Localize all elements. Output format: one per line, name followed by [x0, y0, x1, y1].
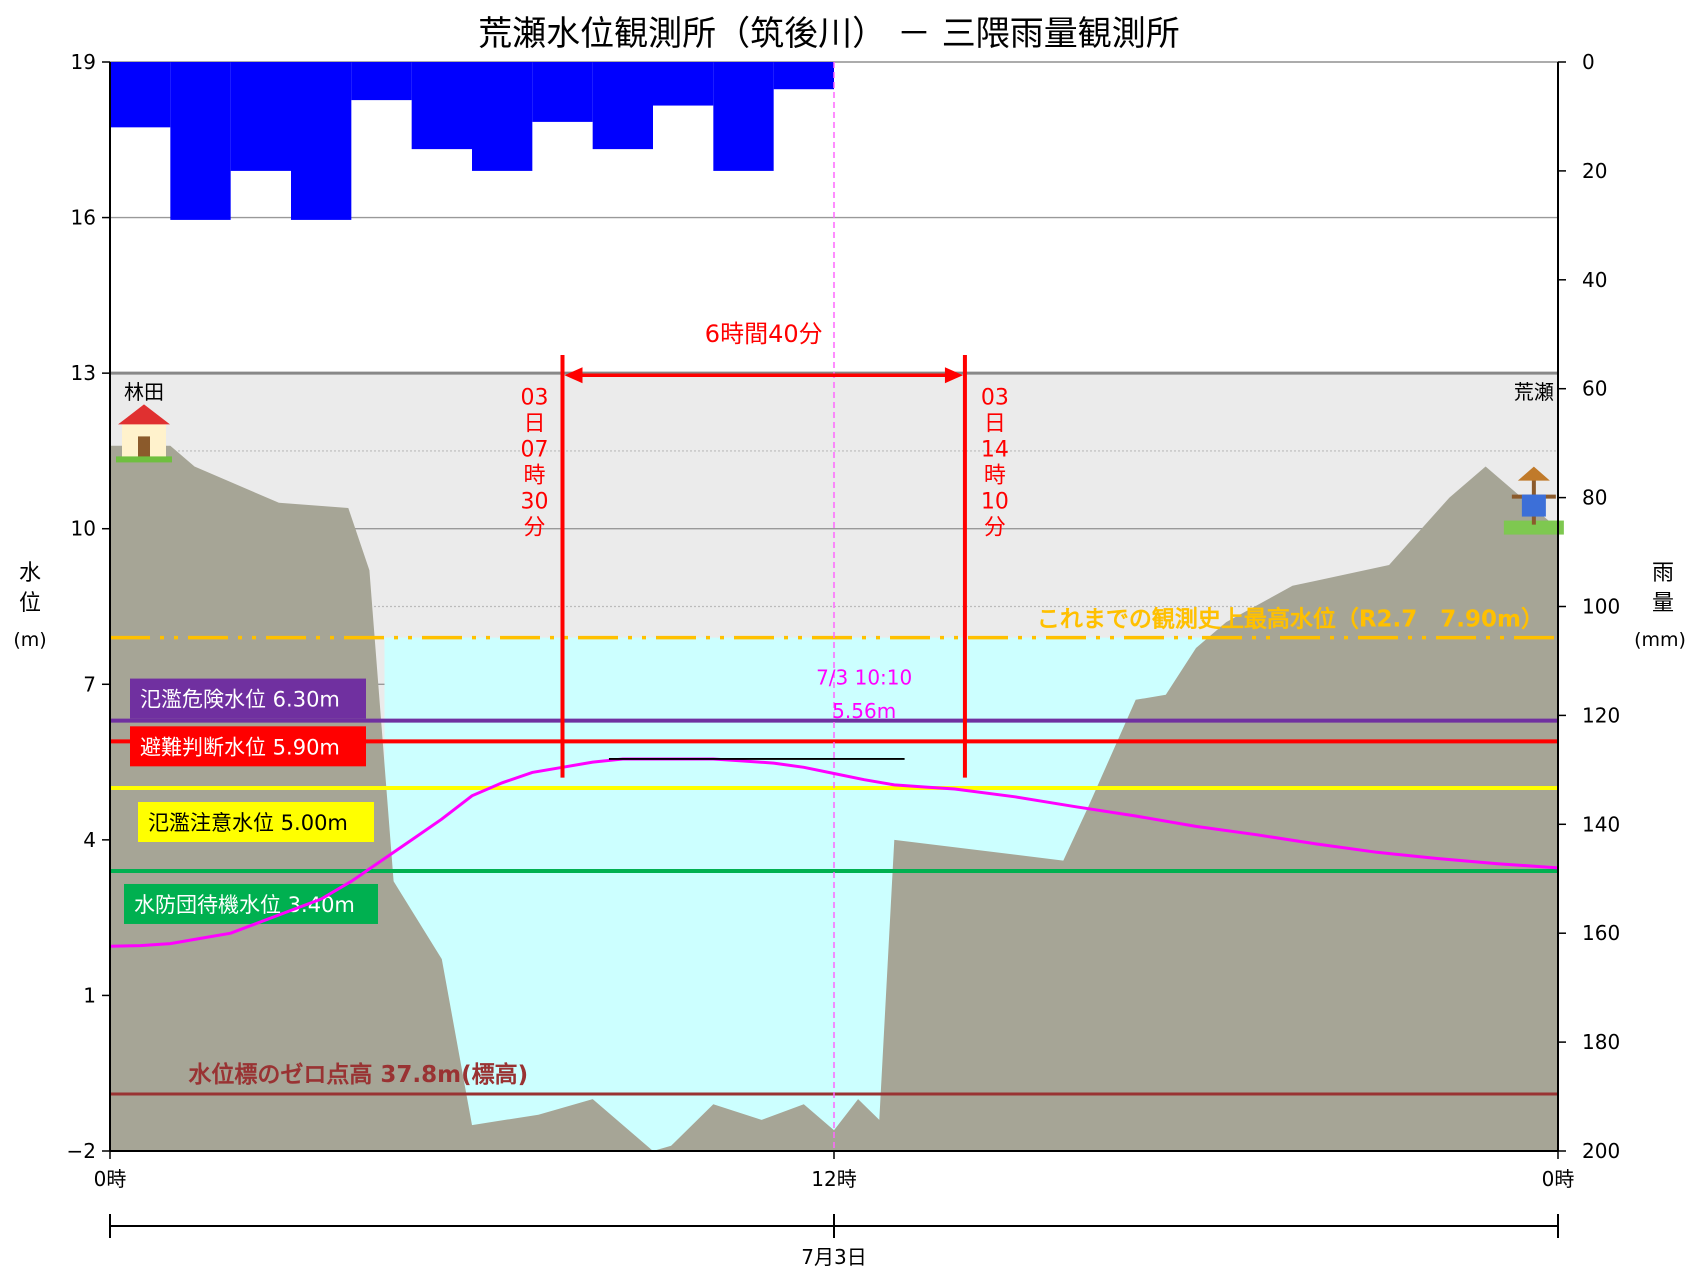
left-axis-unit: (m)	[13, 629, 46, 651]
left-tick-label: 16	[71, 206, 96, 230]
left-tick-label: 1	[83, 983, 96, 1007]
left-tick-label: 13	[71, 361, 96, 385]
left-axis-label: 位	[19, 591, 41, 616]
rainfall-bar	[291, 62, 352, 220]
duration-start-text: 03	[521, 385, 549, 410]
duration-label: 6時間40分	[705, 320, 823, 348]
rainfall-bar	[713, 62, 774, 171]
threshold-label-text: 水防団待機水位 3.40m	[134, 893, 355, 917]
right-tick-label: 60	[1582, 377, 1607, 401]
duration-end-text: 分	[984, 515, 1006, 540]
right-tick-label: 20	[1582, 159, 1607, 183]
date-label: 7月3日	[801, 1245, 866, 1269]
duration-start-text: 時	[523, 463, 545, 488]
right-tick-label: 160	[1582, 921, 1620, 945]
rainfall-bar	[653, 62, 714, 106]
scarecrow-icon	[1503, 466, 1564, 535]
duration-start-text: 分	[523, 515, 545, 540]
duration-end-text: 日	[984, 411, 1006, 436]
right-axis-label: 雨	[1652, 561, 1674, 586]
left-axis-label: 水	[19, 561, 41, 586]
bank-label-right: 荒瀬	[1514, 380, 1554, 404]
duration-start-text: 日	[523, 411, 545, 436]
right-axis-label: 量	[1652, 591, 1674, 616]
duration-end-text: 時	[984, 463, 1006, 488]
scarecrow-hat	[1517, 466, 1550, 481]
threshold-label: 水防団待機水位 3.40m	[124, 883, 378, 924]
left-tick-label: −2	[67, 1139, 96, 1163]
right-tick-label: 140	[1582, 812, 1620, 836]
x-tick-label: 0時	[1542, 1167, 1575, 1191]
house-roof	[118, 404, 170, 425]
rainfall-bar	[773, 62, 834, 90]
left-tick-label: 19	[71, 50, 96, 74]
rainfall-bar	[351, 62, 412, 101]
threshold-label-box	[138, 802, 374, 842]
right-tick-label: 100	[1582, 595, 1620, 619]
left-tick-label: 10	[71, 517, 96, 541]
threshold-label-text: 氾濫危険水位 6.30m	[140, 688, 340, 712]
duration-start-text: 07	[521, 437, 549, 462]
threshold-label: 氾濫危険水位 6.30m	[130, 678, 366, 719]
duration-end-text: 10	[981, 489, 1009, 514]
record-high-label: これまでの観測史上最高水位（R2.7 7.90m）	[1037, 606, 1544, 633]
rainfall-bar	[170, 62, 231, 220]
house-icon	[116, 404, 172, 463]
duration-arrow-left	[564, 367, 583, 384]
duration-end-text: 14	[981, 437, 1009, 462]
rainfall-bar	[532, 62, 593, 122]
right-tick-label: 80	[1582, 486, 1607, 510]
threshold-label: 氾濫注意水位 5.00m	[138, 802, 374, 842]
chart-title: 荒瀬水位観測所（筑後川） － 三隈雨量観測所	[478, 14, 1180, 54]
house-door	[138, 436, 150, 459]
left-tick-label: 7	[83, 672, 96, 696]
rainfall-bar	[110, 62, 171, 128]
zero-point-label: 水位標のゼロ点高 37.8m(標高)	[188, 1061, 528, 1088]
rainfall-bar	[230, 62, 291, 171]
bank-label-left: 林田	[124, 380, 164, 404]
peak-value-label: 5.56m	[832, 699, 896, 723]
rainfall-bar	[592, 62, 653, 150]
threshold-label-text: 氾濫注意水位 5.00m	[148, 811, 348, 835]
duration-end-text: 03	[981, 385, 1009, 410]
x-tick-label: 0時	[94, 1167, 127, 1191]
field-grass	[1503, 520, 1564, 535]
duration-arrow-right	[944, 367, 963, 384]
river-cross-section	[110, 445, 1558, 1151]
right-axis-unit: (mm)	[1634, 629, 1686, 651]
rainfall-bar	[472, 62, 533, 171]
scarecrow-body	[1521, 494, 1546, 517]
right-tick-label: 120	[1582, 703, 1620, 727]
right-tick-label: 0	[1582, 50, 1595, 74]
threshold-label: 避難判断水位 5.90m	[130, 726, 366, 767]
duration-start-text: 30	[521, 489, 549, 514]
peak-time-label: 7/3 10:10	[816, 665, 912, 689]
right-tick-label: 200	[1582, 1139, 1620, 1163]
x-tick-label: 12時	[811, 1167, 856, 1191]
threshold-label-box	[130, 726, 366, 767]
right-tick-label: 40	[1582, 268, 1607, 292]
left-tick-label: 4	[83, 828, 96, 852]
rainfall-bar	[411, 62, 472, 150]
threshold-label-box	[130, 678, 366, 719]
right-tick-label: 180	[1582, 1030, 1620, 1054]
house-grass	[116, 456, 172, 463]
threshold-label-text: 避難判断水位 5.90m	[140, 735, 340, 759]
